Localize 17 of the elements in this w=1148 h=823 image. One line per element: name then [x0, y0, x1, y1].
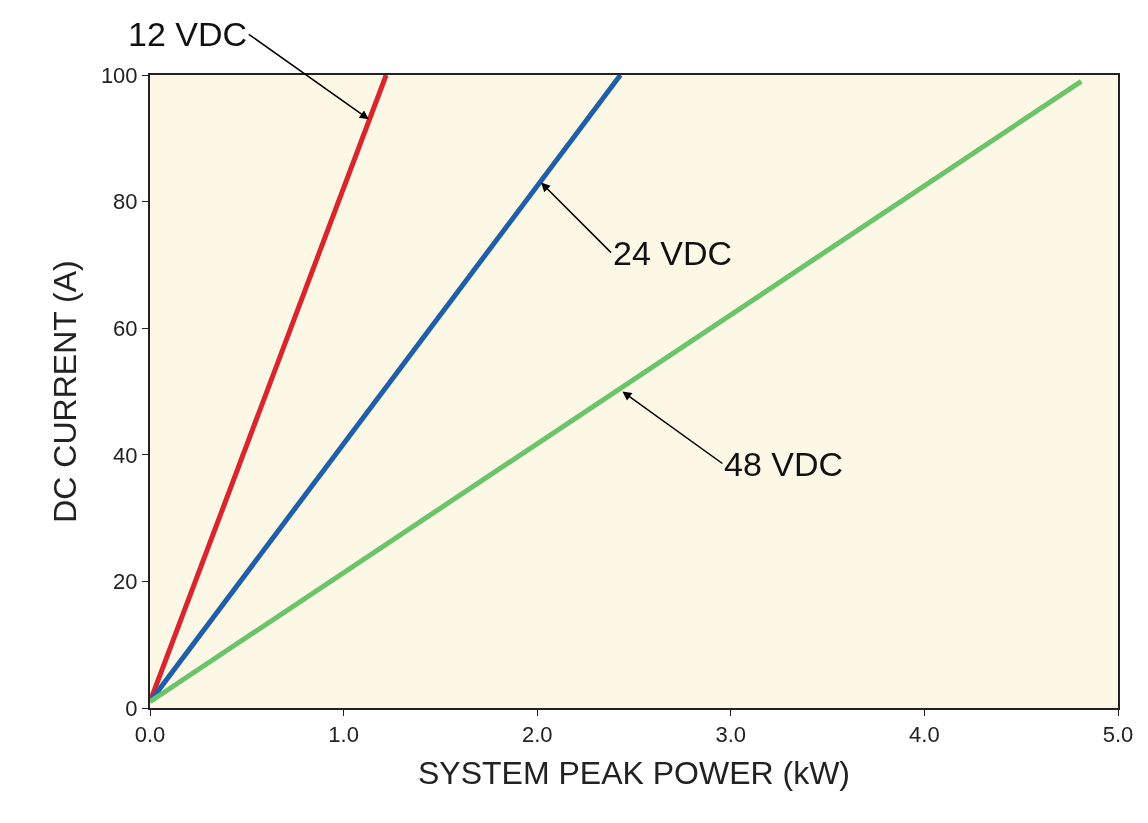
x-tick-label: 5.0 [1102, 722, 1134, 748]
y-axis-title: DC CURRENT (A) [46, 260, 83, 523]
y-tick-label: 80 [113, 189, 138, 215]
x-tick-label: 0.0 [134, 722, 166, 748]
y-tick-label: 20 [113, 569, 138, 595]
x-tick-label: 4.0 [909, 722, 940, 748]
y-tick-label: 0 [125, 695, 138, 721]
x-axis-title: SYSTEM PEAK POWER (kW) [417, 754, 851, 791]
annotation: 48 VDC [724, 445, 844, 483]
annotation: 24 VDC [613, 234, 733, 272]
x-tick-label: 2.0 [521, 722, 553, 748]
y-tick-label: 40 [113, 442, 138, 468]
annotation: 12 VDC [128, 15, 248, 53]
y-tick-label: 100 [100, 62, 138, 88]
y-tick-label: 60 [113, 315, 138, 341]
x-tick-label: 1.0 [328, 722, 359, 748]
x-tick-label: 3.0 [715, 722, 747, 748]
